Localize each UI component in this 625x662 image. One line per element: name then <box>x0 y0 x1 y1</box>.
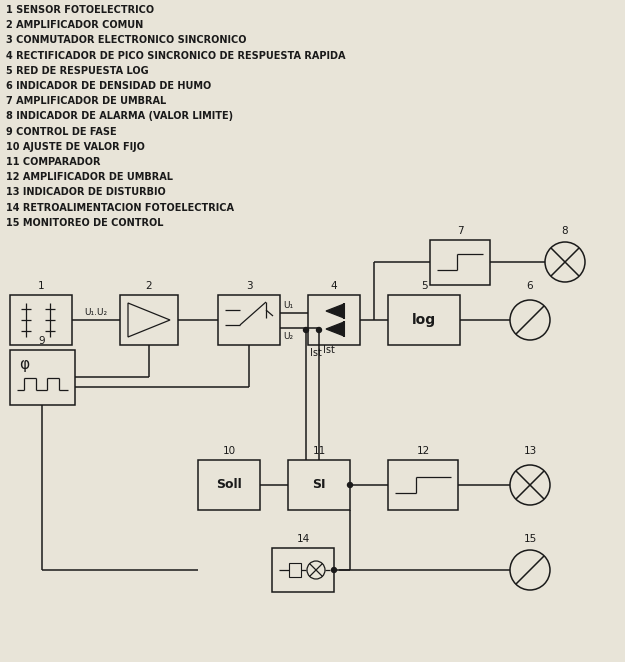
Polygon shape <box>326 304 344 318</box>
Text: U₁: U₁ <box>283 301 293 310</box>
Bar <box>430 240 490 285</box>
Circle shape <box>510 550 550 590</box>
Text: 7 AMPLIFICADOR DE UMBRAL: 7 AMPLIFICADOR DE UMBRAL <box>6 96 166 106</box>
Circle shape <box>316 328 321 332</box>
Circle shape <box>510 465 550 505</box>
Bar <box>308 295 360 345</box>
Text: 3: 3 <box>246 281 252 291</box>
Text: 9 CONTROL DE FASE: 9 CONTROL DE FASE <box>6 126 117 136</box>
Text: 3 CONMUTADOR ELECTRONICO SINCRONICO: 3 CONMUTADOR ELECTRONICO SINCRONICO <box>6 35 246 46</box>
Bar <box>218 295 280 345</box>
Text: 1 SENSOR FOTOELECTRICO: 1 SENSOR FOTOELECTRICO <box>6 5 154 15</box>
Text: 2 AMPLIFICADOR COMUN: 2 AMPLIFICADOR COMUN <box>6 21 143 30</box>
Text: 15: 15 <box>523 534 537 544</box>
Text: 6 INDICADOR DE DENSIDAD DE HUMO: 6 INDICADOR DE DENSIDAD DE HUMO <box>6 81 211 91</box>
Text: 12 AMPLIFICADOR DE UMBRAL: 12 AMPLIFICADOR DE UMBRAL <box>6 172 173 182</box>
Text: 14 RETROALIMENTACION FOTOELECTRICA: 14 RETROALIMENTACION FOTOELECTRICA <box>6 203 234 213</box>
Text: 13: 13 <box>523 446 537 456</box>
Text: log: log <box>412 313 436 327</box>
Text: 15 MONITOREO DE CONTROL: 15 MONITOREO DE CONTROL <box>6 218 164 228</box>
Bar <box>288 460 350 510</box>
Text: 10 AJUSTE DE VALOR FIJO: 10 AJUSTE DE VALOR FIJO <box>6 142 145 152</box>
Circle shape <box>545 242 585 282</box>
Text: 7: 7 <box>457 226 463 236</box>
Text: 9: 9 <box>39 336 46 346</box>
Circle shape <box>510 300 550 340</box>
Text: 12: 12 <box>416 446 429 456</box>
Bar <box>10 350 75 405</box>
Text: Ist: Ist <box>310 348 322 358</box>
Text: U₁.U₂: U₁.U₂ <box>84 308 107 316</box>
Bar <box>120 295 178 345</box>
Text: 4: 4 <box>331 281 338 291</box>
Circle shape <box>304 328 309 332</box>
Text: Soll: Soll <box>216 479 242 491</box>
Text: 4 RECTIFICADOR DE PICO SINCRONICO DE RESPUESTA RAPIDA: 4 RECTIFICADOR DE PICO SINCRONICO DE RES… <box>6 50 346 61</box>
Text: 11: 11 <box>312 446 326 456</box>
Bar <box>272 548 334 592</box>
Bar <box>388 295 460 345</box>
Circle shape <box>331 567 336 573</box>
Circle shape <box>348 483 352 487</box>
Text: 10: 10 <box>222 446 236 456</box>
Text: Ist: Ist <box>323 345 335 355</box>
Text: 5: 5 <box>421 281 428 291</box>
Text: 2: 2 <box>146 281 152 291</box>
Bar <box>10 295 72 345</box>
Text: SI: SI <box>312 479 326 491</box>
Polygon shape <box>326 322 344 336</box>
Bar <box>388 460 458 510</box>
Bar <box>198 460 260 510</box>
Text: φ: φ <box>19 357 29 371</box>
Text: 13 INDICADOR DE DISTURBIO: 13 INDICADOR DE DISTURBIO <box>6 187 166 197</box>
Bar <box>289 563 301 577</box>
Text: U₂: U₂ <box>283 332 293 340</box>
Circle shape <box>307 561 325 579</box>
Text: 11 COMPARADOR: 11 COMPARADOR <box>6 157 101 167</box>
Polygon shape <box>128 303 170 337</box>
Text: 14: 14 <box>296 534 309 544</box>
Text: 1: 1 <box>38 281 44 291</box>
Text: 8 INDICADOR DE ALARMA (VALOR LIMITE): 8 INDICADOR DE ALARMA (VALOR LIMITE) <box>6 111 233 121</box>
Text: 5 RED DE RESPUESTA LOG: 5 RED DE RESPUESTA LOG <box>6 66 149 76</box>
Text: 6: 6 <box>527 281 533 291</box>
Text: 8: 8 <box>562 226 568 236</box>
